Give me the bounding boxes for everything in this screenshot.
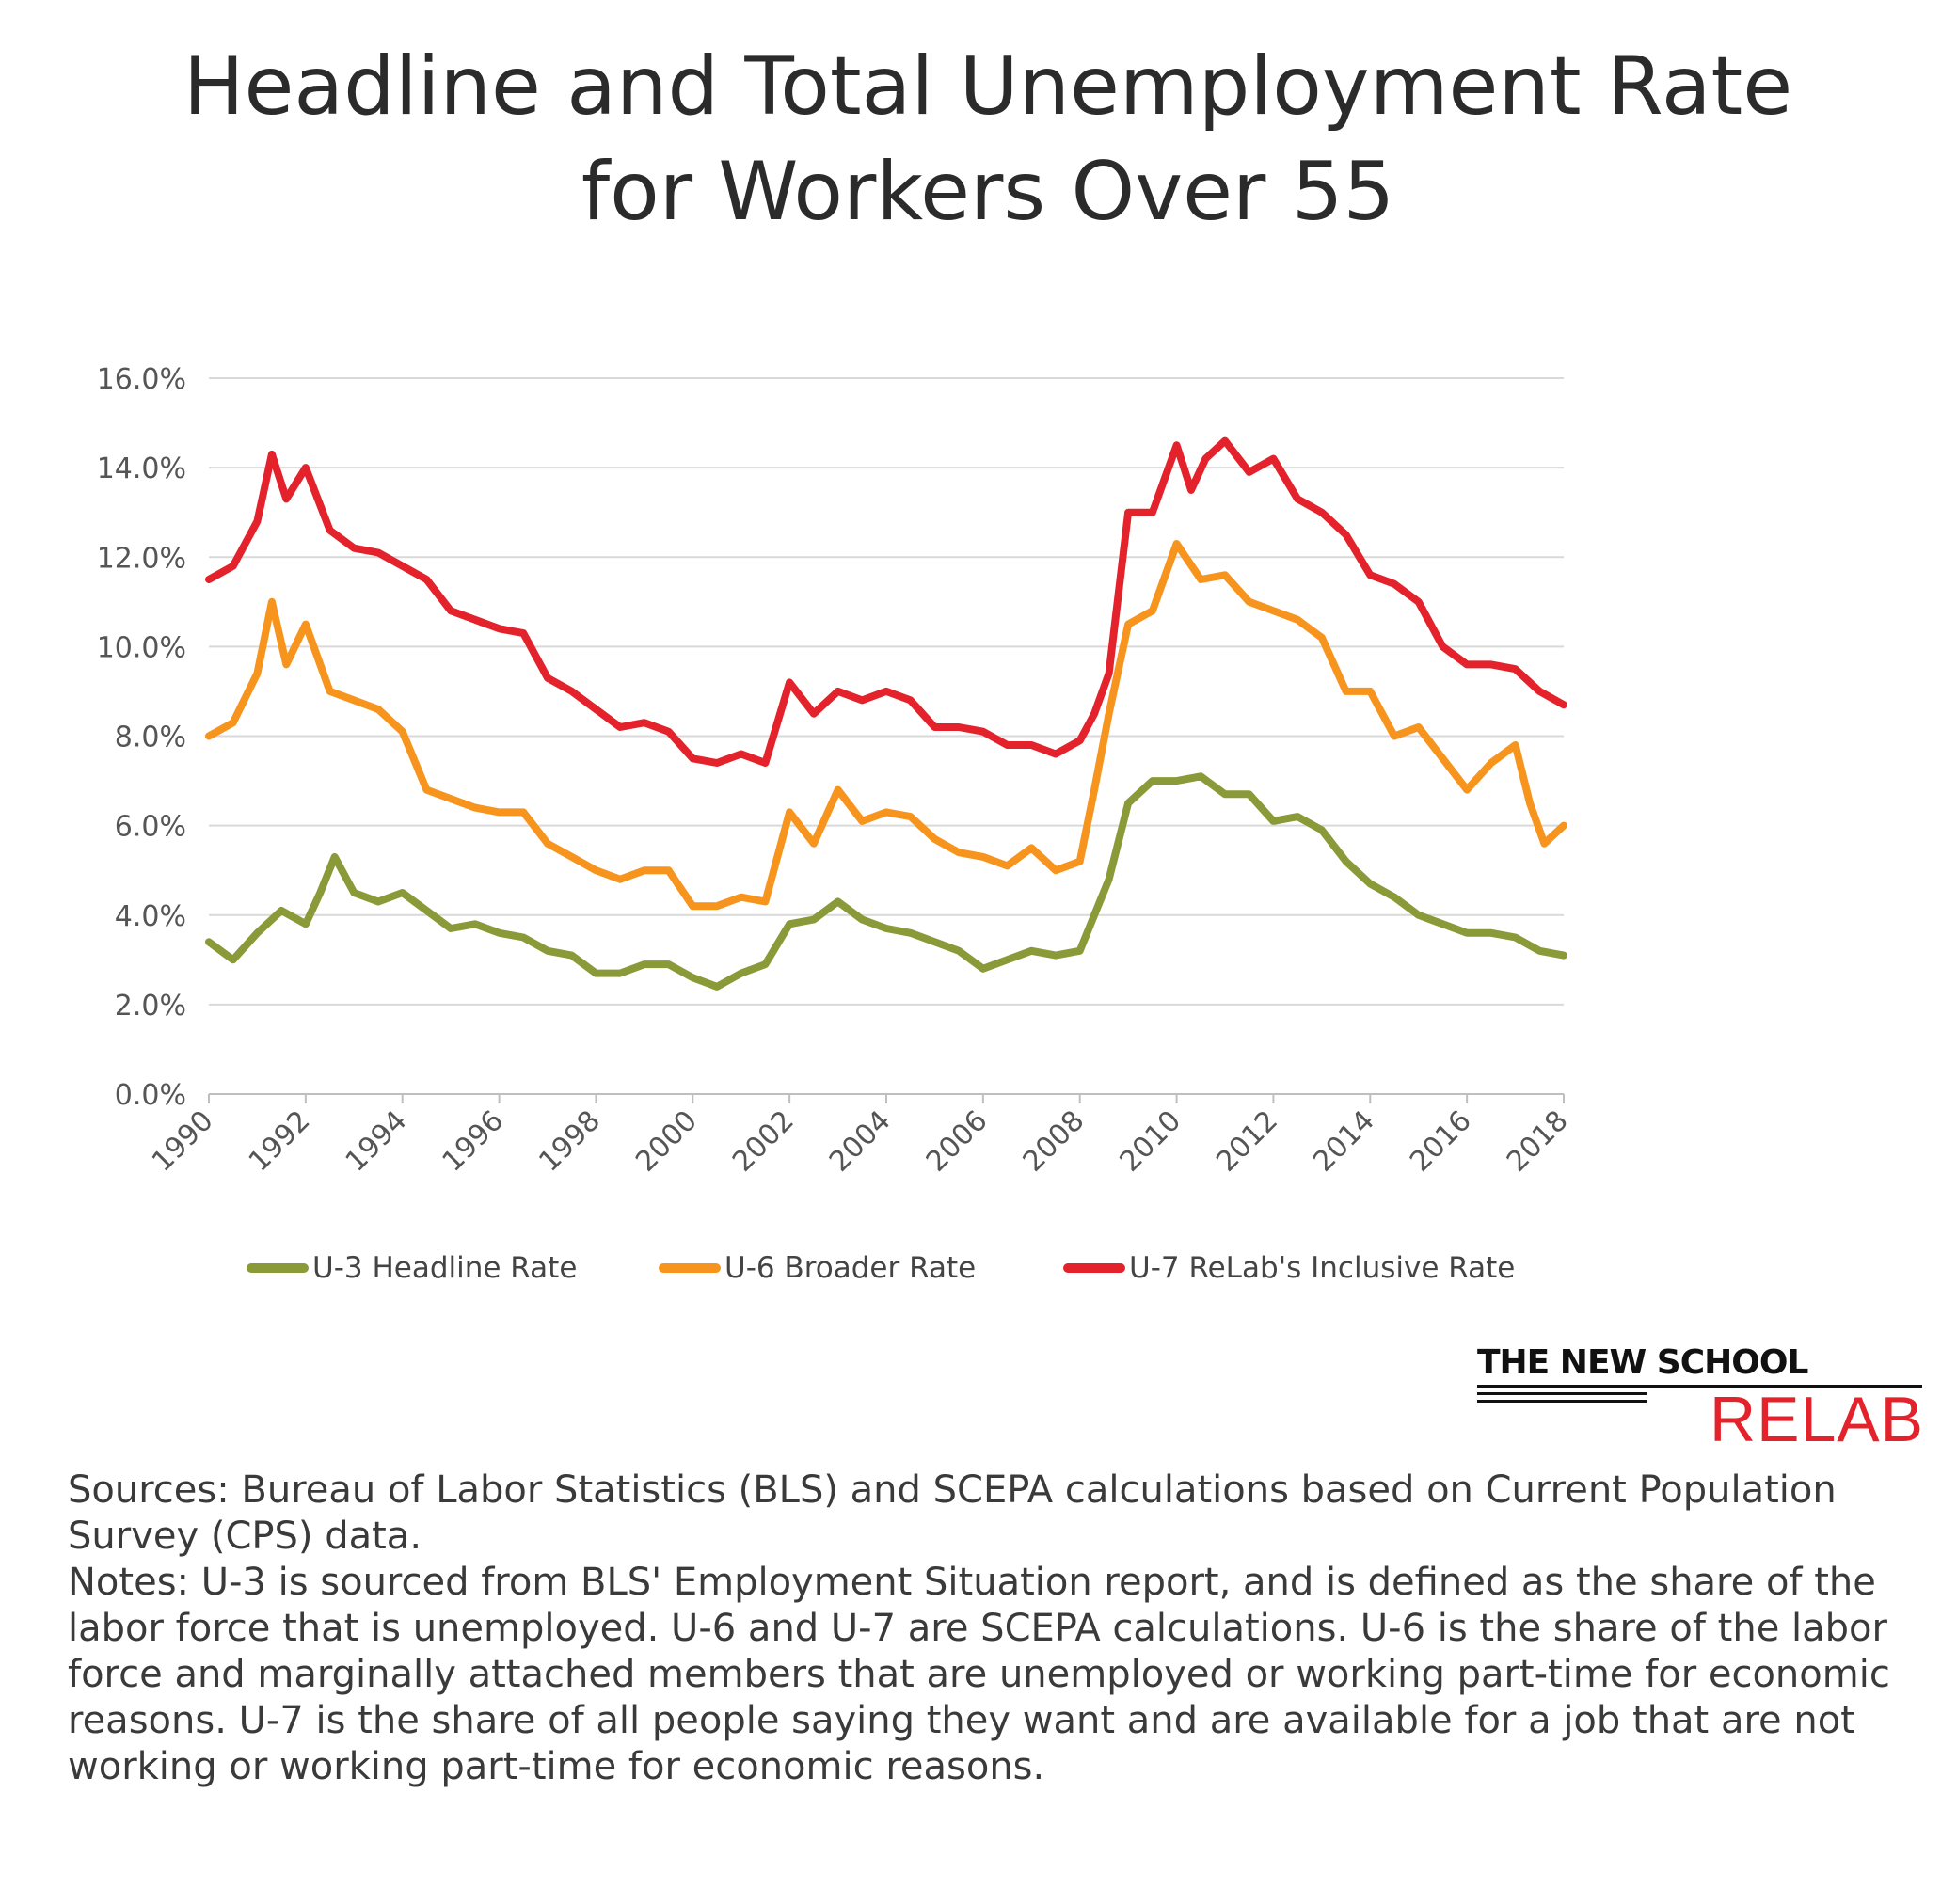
y-tick-label: 14.0% bbox=[97, 452, 186, 485]
chart-title-line-2: for Workers Over 55 bbox=[581, 145, 1395, 239]
logo-top-text: THE NEW SCHOOL bbox=[1477, 1343, 1808, 1382]
legend-label-u7: U-7 ReLab's Inclusive Rate bbox=[1129, 1251, 1516, 1285]
y-tick-label: 6.0% bbox=[115, 811, 186, 844]
line-chart: 0.0% 2.0% 4.0% 6.0% 8.0% 10.0% 12.0% 14.0% 16.0%… bbox=[97, 363, 1575, 1179]
notes-text: Notes: U-3 is sourced from BLS' Employme… bbox=[68, 1561, 1890, 1788]
sources-text: Sources: Bureau of Labor Statistics (BLS… bbox=[68, 1468, 1837, 1558]
legend-item-u3: U-3 Headline Rate bbox=[247, 1251, 577, 1285]
y-tick-label: 4.0% bbox=[115, 900, 186, 933]
chart-title: Headline and Total Unemployment Rate for… bbox=[38, 34, 1938, 245]
x-tick-label: 2002 bbox=[726, 1104, 801, 1179]
legend-swatch-u6 bbox=[659, 1263, 721, 1273]
x-tick-label: 2008 bbox=[1017, 1104, 1091, 1179]
series-line-1 bbox=[205, 772, 1567, 991]
y-tick-label: 2.0% bbox=[115, 990, 186, 1023]
y-tick-label: 0.0% bbox=[115, 1079, 186, 1112]
logo-rule bbox=[1477, 1392, 1647, 1395]
x-tick-label: 2018 bbox=[1501, 1104, 1575, 1179]
legend-swatch-u3 bbox=[247, 1263, 309, 1273]
y-tick-label: 10.0% bbox=[97, 631, 186, 664]
chart-title-line-1: Headline and Total Unemployment Rate bbox=[183, 40, 1793, 134]
series-line-3 bbox=[205, 436, 1567, 767]
x-tick-label: 1996 bbox=[436, 1104, 510, 1179]
x-tick-label: 2004 bbox=[823, 1104, 898, 1179]
x-tick-label: 1990 bbox=[146, 1104, 220, 1179]
source-notes: Sources: Bureau of Labor Statistics (BLS… bbox=[68, 1468, 1940, 1790]
x-tick-label: 1994 bbox=[340, 1104, 414, 1179]
legend-swatch-u7 bbox=[1063, 1263, 1125, 1273]
x-tick-label: 2016 bbox=[1404, 1104, 1478, 1179]
x-tick-label: 2010 bbox=[1113, 1104, 1187, 1179]
legend-item-u6: U-6 Broader Rate bbox=[659, 1251, 976, 1285]
x-tick-label: 2000 bbox=[629, 1104, 704, 1179]
legend-label-u6: U-6 Broader Rate bbox=[724, 1251, 977, 1285]
legend-label-u3: U-3 Headline Rate bbox=[312, 1251, 578, 1285]
x-tick-label: 2006 bbox=[920, 1104, 994, 1179]
logo-rule bbox=[1477, 1400, 1647, 1403]
x-tick-label: 1992 bbox=[243, 1104, 317, 1179]
x-tick-label: 1998 bbox=[533, 1104, 607, 1179]
chart-legend: U-3 Headline Rate U-6 Broader Rate U-7 R… bbox=[0, 1251, 1957, 1298]
x-tick-label: 2014 bbox=[1307, 1104, 1381, 1179]
y-tick-label: 16.0% bbox=[97, 363, 186, 396]
legend-item-u7: U-7 ReLab's Inclusive Rate bbox=[1063, 1251, 1515, 1285]
new-school-relab-logo: THE NEW SCHOOL RELAB bbox=[1477, 1343, 1924, 1455]
y-tick-label: 12.0% bbox=[97, 542, 186, 575]
y-tick-label: 8.0% bbox=[115, 722, 186, 754]
logo-bottom-text: RELAB bbox=[1710, 1384, 1924, 1455]
logo-rule bbox=[1477, 1385, 1922, 1388]
series-line-2 bbox=[205, 540, 1567, 911]
x-tick-label: 2012 bbox=[1210, 1104, 1284, 1179]
